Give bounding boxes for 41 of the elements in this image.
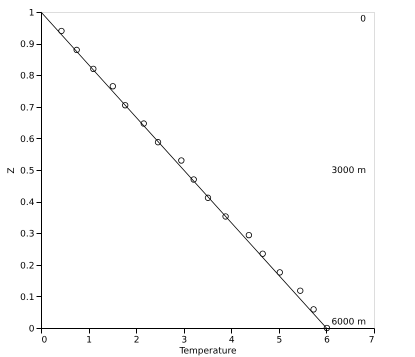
y-tick-label: 0.2 [20,261,34,272]
annotation: 0 [360,14,366,24]
point [178,157,184,164]
y-tick-label: 0.7 [20,103,34,114]
annotation: 6000 m [331,318,366,328]
point [310,306,317,312]
y-tick-label: 0 [28,324,35,334]
point [58,28,65,34]
y-tick-label: 0.8 [20,72,35,82]
x-tick-label: 6 [324,336,330,346]
point [246,232,252,238]
point [297,288,304,294]
point [204,194,212,201]
point [140,120,147,127]
point [260,250,266,257]
point [90,66,96,72]
point [110,83,116,90]
point [122,102,128,108]
y-axis-title: Z [7,167,18,174]
y-tick-label: 0.1 [20,292,34,303]
point [190,176,197,183]
y-tick-label: 0.6 [20,134,35,145]
y-tick-label: 1 [28,8,34,18]
point [74,46,80,54]
point [324,324,330,332]
x-axis-title: Temperature [178,346,237,356]
annotation: 3000 m [331,166,366,176]
x-tick-label: 3 [181,336,188,346]
x-tick-label: 1 [86,336,92,346]
y-tick-label: 0.3 [20,230,34,240]
x-tick-label: 7 [368,336,374,346]
y-tick-label: 0.4 [20,198,35,208]
x-tick-label: 5 [276,336,282,346]
point [276,269,283,276]
point [154,139,162,146]
x-tick-label: 4 [228,336,235,346]
y-tick-label: 0.5 [20,166,34,176]
x-tick-label: 0 [42,336,48,346]
point [222,213,229,220]
y-tick-label: 0.9 [20,40,35,50]
x-tick-label: 2 [134,336,140,346]
